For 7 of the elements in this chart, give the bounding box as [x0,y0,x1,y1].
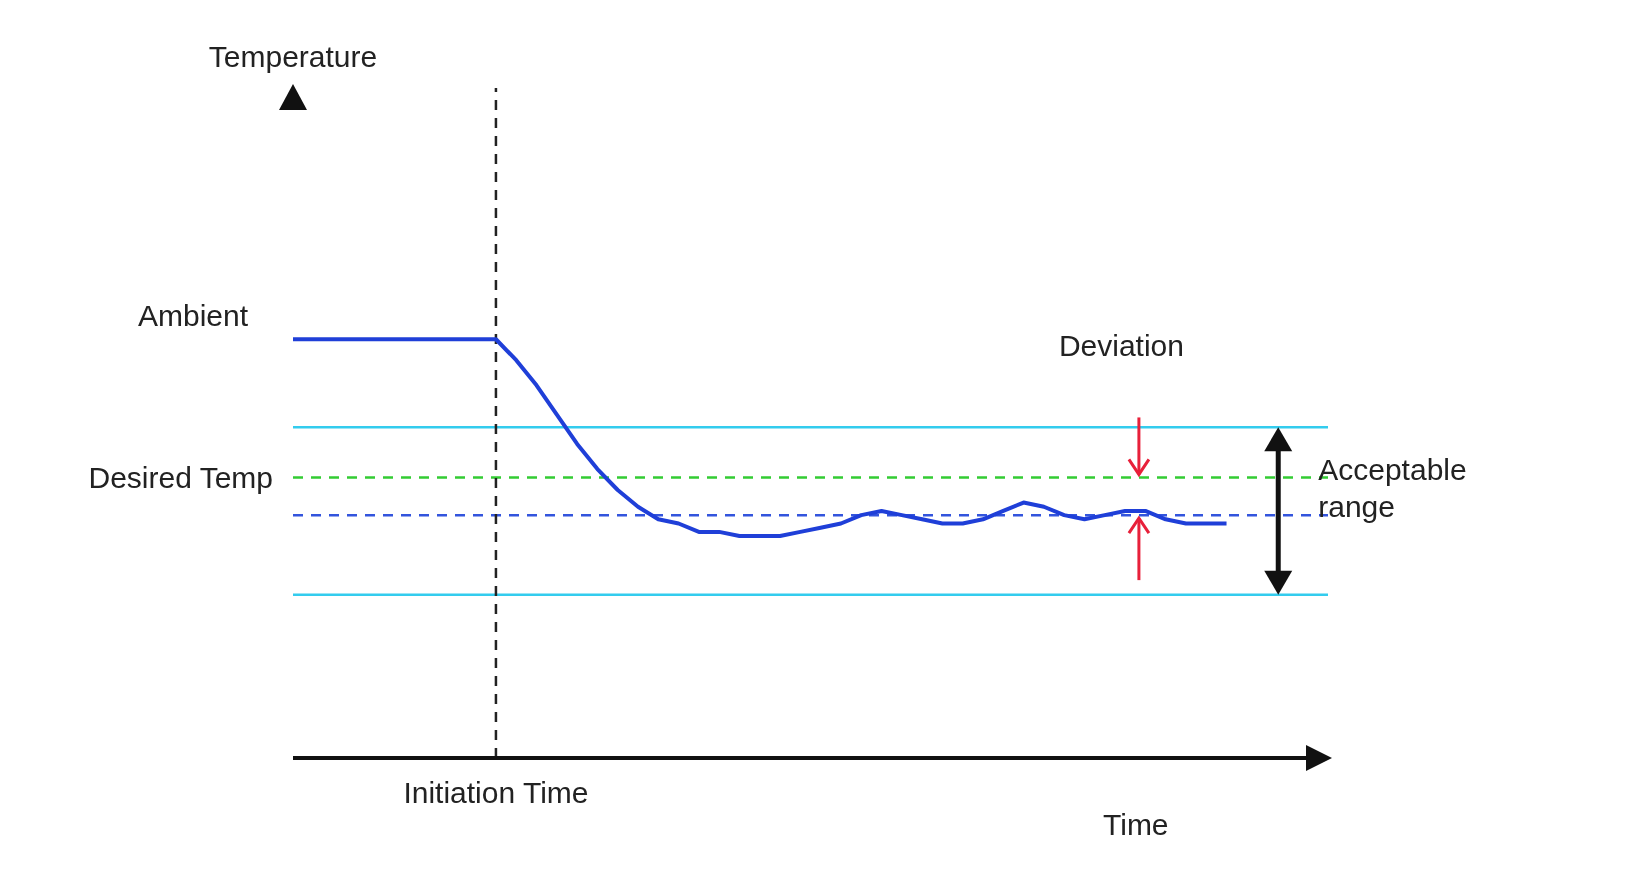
text: Temperature [207,39,379,75]
text: Initiation Time [403,776,589,810]
text: Ambient [138,298,249,335]
annotation: Deviation [1058,328,1184,365]
ref-line-label: Desired Temp [88,461,273,495]
x-axis-title: Time [1103,808,1169,842]
annotation: Acceptable range [1318,451,1468,526]
